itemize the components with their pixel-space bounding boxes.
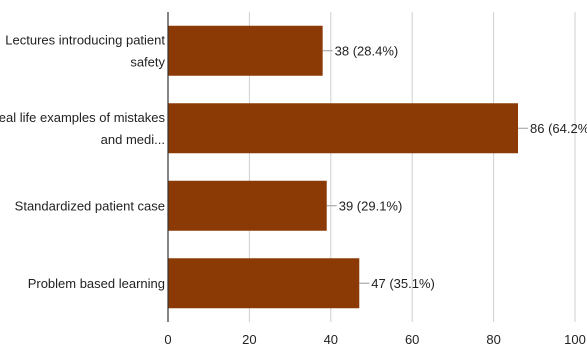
category-label: Standardized patient case: [15, 198, 165, 213]
bar: [168, 25, 323, 76]
category-label: Real life examples of mistakes: [0, 110, 165, 125]
category-label: and medi...: [101, 132, 165, 147]
bar: [168, 103, 519, 154]
category-label: safety: [130, 54, 165, 69]
x-tick-label: 80: [486, 332, 500, 347]
category-label: Problem based learning: [28, 276, 165, 291]
data-label: 47 (35.1%): [371, 276, 435, 291]
bar: [168, 258, 360, 309]
x-tick-label: 20: [242, 332, 256, 347]
bar: [168, 180, 327, 231]
x-tick-label: 40: [324, 332, 338, 347]
x-tick-label: 0: [164, 332, 171, 347]
data-label: 39 (29.1%): [339, 198, 403, 213]
data-label: 38 (28.4%): [335, 43, 399, 58]
category-label: Lectures introducing patient: [5, 32, 165, 47]
data-label: 86 (64.2%): [530, 121, 587, 136]
x-tick-label: 100: [564, 332, 586, 347]
x-tick-label: 60: [405, 332, 419, 347]
